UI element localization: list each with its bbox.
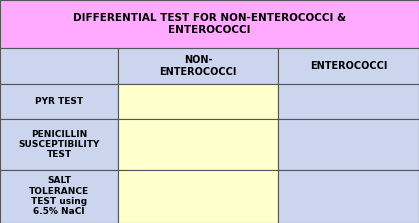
Text: SALT
TOLERANCE
TEST using
6.5% NaCl: SALT TOLERANCE TEST using 6.5% NaCl <box>29 176 89 217</box>
Text: ENTEROCOCCI: ENTEROCOCCI <box>310 61 387 71</box>
Bar <box>118 119 278 170</box>
Text: NON-
ENTEROCOCCI: NON- ENTEROCOCCI <box>159 55 237 77</box>
Text: PYR TEST: PYR TEST <box>35 97 83 106</box>
Bar <box>0 85 118 119</box>
Bar <box>118 85 278 119</box>
Bar <box>0 0 419 48</box>
Bar <box>118 48 278 85</box>
Text: PENICILLIN
SUSCEPTIBILITY
TEST: PENICILLIN SUSCEPTIBILITY TEST <box>18 130 100 159</box>
Bar <box>0 170 118 223</box>
Bar <box>278 85 419 119</box>
Bar <box>0 119 118 170</box>
Bar <box>278 170 419 223</box>
Bar <box>278 119 419 170</box>
Bar <box>118 170 278 223</box>
Text: DIFFERENTIAL TEST FOR NON-ENTEROCOCCI &
ENTEROCOCCI: DIFFERENTIAL TEST FOR NON-ENTEROCOCCI & … <box>73 13 346 35</box>
Bar <box>278 48 419 85</box>
Bar <box>0 48 118 85</box>
